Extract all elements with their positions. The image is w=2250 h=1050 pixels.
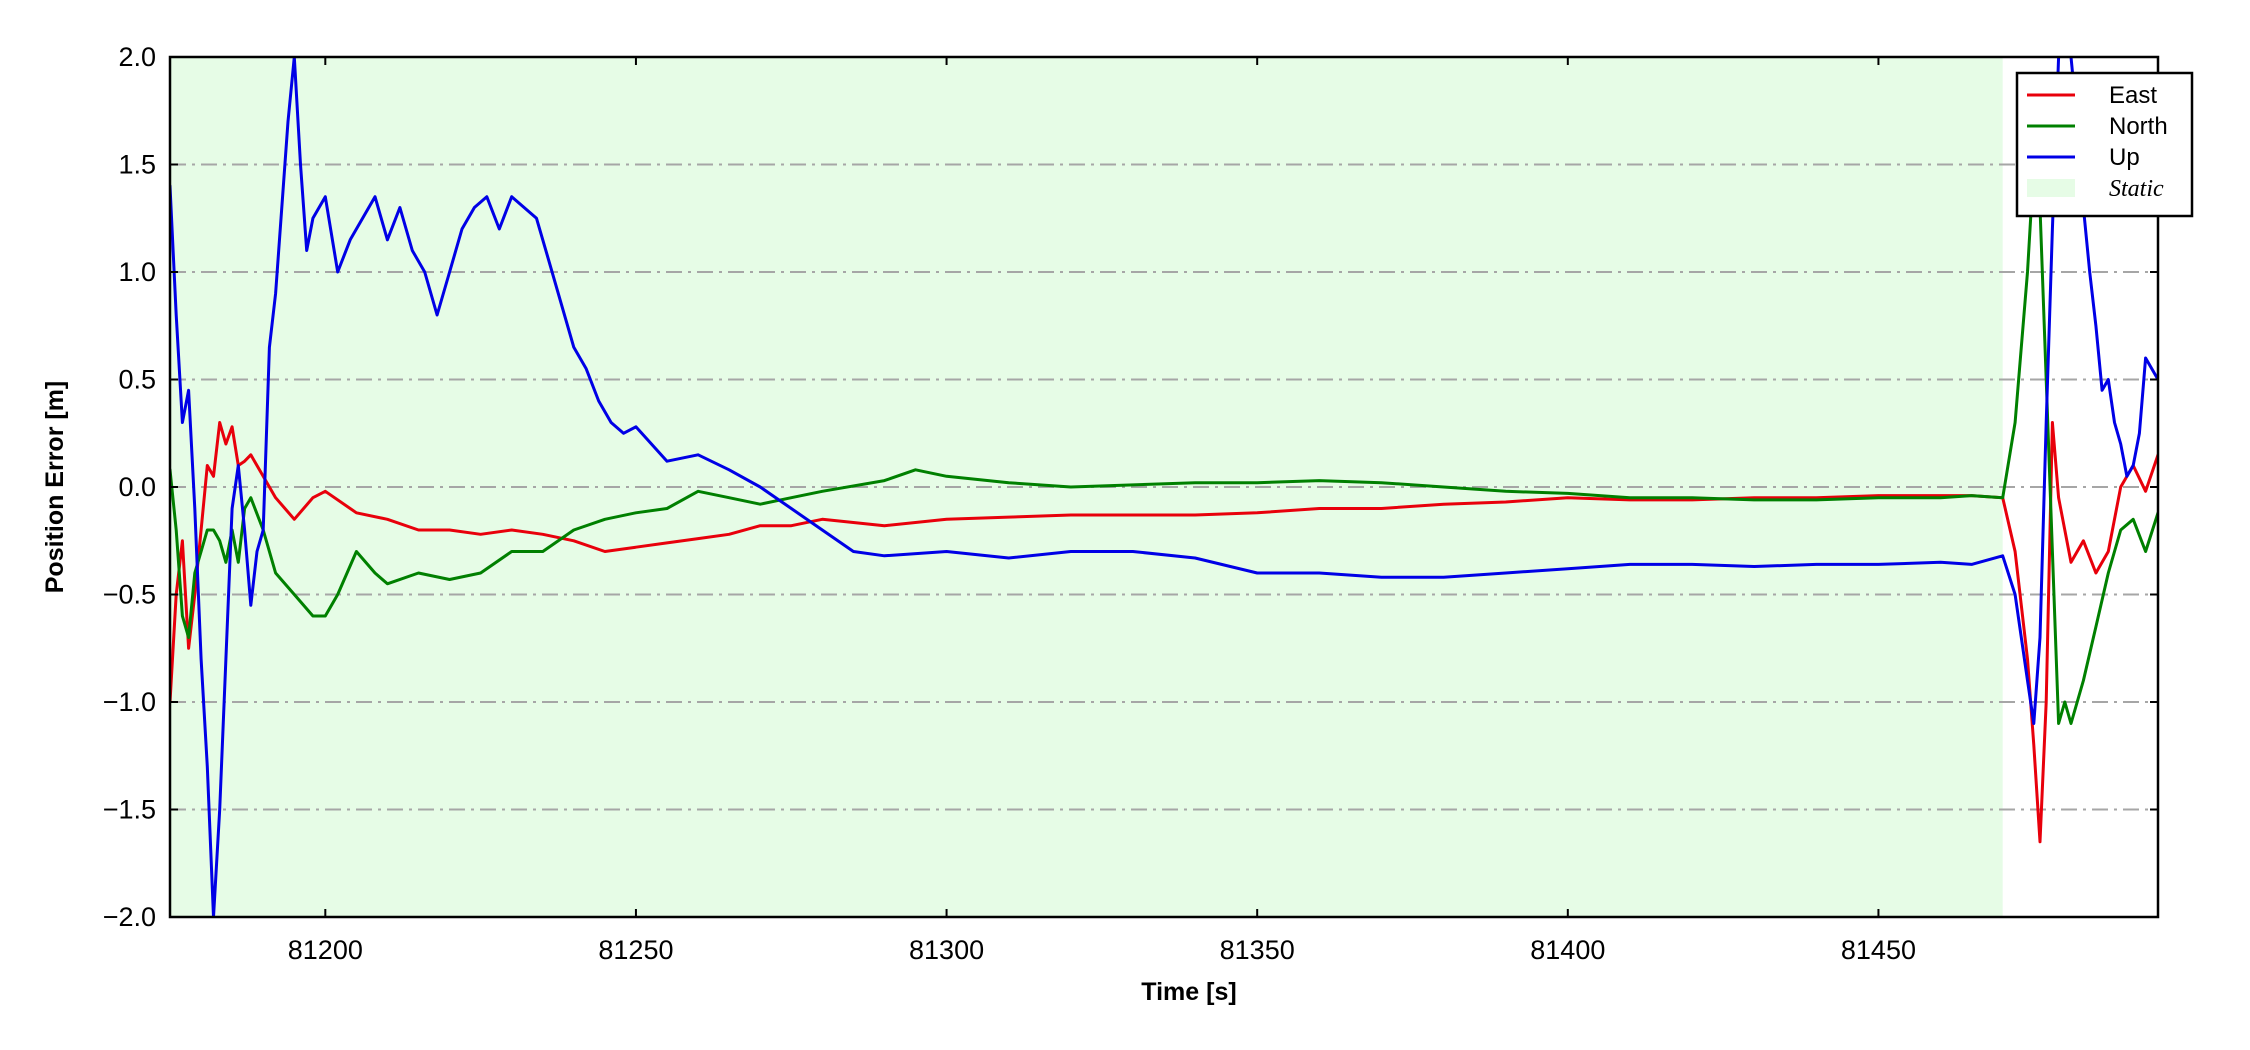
y-tick-label: 0.0 [118,472,156,502]
x-tick-label: 81250 [598,935,673,965]
y-axis-title: Position Error [m] [41,381,69,594]
y-tick-label: −1.0 [103,687,156,717]
y-tick-label: 0.5 [118,365,156,395]
plot-area: 81200 81250 81300 81350 81400 81450 −2.0 −1.5 −1… [103,42,2160,965]
y-tick-label: −0.5 [103,580,156,610]
legend: East North Up Static [2015,71,2194,218]
gridlines [170,163,2158,811]
legend-label-east: East [2109,82,2157,109]
y-tick-label: −2.0 [103,902,156,932]
series-line-east [170,421,2158,844]
x-tick-label: 81450 [1841,935,1916,965]
y-tick-label: −1.5 [103,795,156,825]
x-tick-label: 81200 [288,935,363,965]
x-axis-title: Time [s] [1141,978,1236,1006]
legend-swatch-static [2027,179,2075,197]
x-tick-label: 81400 [1530,935,1605,965]
axis-ticks: 81200 81250 81300 81350 81400 81450 −2.0 −1.5 −1… [103,42,2158,965]
legend-label-up: Up [2109,144,2140,171]
x-tick-label: 81300 [909,935,984,965]
legend-label-static: Static [2109,176,2164,202]
x-tick-label: 81350 [1220,935,1295,965]
y-tick-label: 1.0 [118,257,156,287]
y-tick-label: 2.0 [118,42,156,72]
legend-label-north: North [2109,113,2168,140]
y-tick-label: 1.5 [118,150,156,180]
